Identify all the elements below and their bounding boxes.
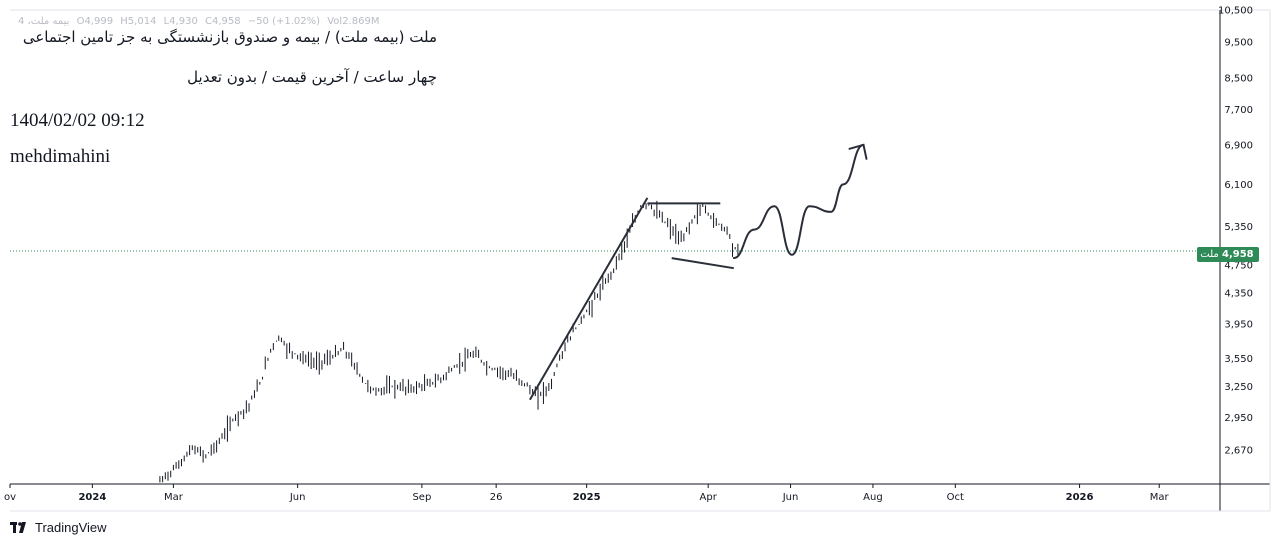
x-tick-label: Jun xyxy=(782,492,799,503)
tradingview-logo-icon xyxy=(10,522,26,533)
ohlc-readout: بیمه ملت، 4 O4,999 H5,014 L4,930 C4,958 … xyxy=(18,16,383,27)
x-tick-label: Apr xyxy=(700,492,718,503)
y-tick-label: 6,900 xyxy=(1224,140,1253,151)
y-tick-label: 3,950 xyxy=(1224,319,1253,330)
y-tick-label: 6,100 xyxy=(1224,180,1253,191)
y-tick-label: 7,700 xyxy=(1224,105,1253,116)
x-tick-label: Oct xyxy=(947,492,964,503)
y-axis: 10,500 9,500 8,500 7,700 6,900 6,100 5,350 4,75… xyxy=(1218,6,1253,457)
chart-title: ملت (بیمه ملت) / بیمه و صندوق بازنشستگی … xyxy=(22,28,437,46)
price-dot xyxy=(276,340,278,342)
x-axis: ov 2024 Mar Jun Sep 26 2025 Apr Jun Aug Oct 2026 Mar xyxy=(4,484,1170,503)
chart-author: mehdimahini xyxy=(10,146,111,167)
y-tick-label: 2,670 xyxy=(1224,445,1253,456)
price-dot xyxy=(578,323,580,325)
chart-subtitle: چهار ساعت / آخرین قیمت / بدون تعدیل xyxy=(187,68,437,86)
grid-layer xyxy=(10,9,1271,512)
y-tick-label: 10,500 xyxy=(1218,6,1253,17)
x-tick-label: 2025 xyxy=(573,492,601,503)
x-tick-label: Mar xyxy=(1150,492,1170,503)
ohlc-low: L4,930 xyxy=(163,16,198,27)
range-bottom-line xyxy=(671,257,734,270)
y-tick-label: 3,250 xyxy=(1224,382,1253,393)
ohlc-close: C4,958 xyxy=(205,16,241,27)
y-tick-label: 9,500 xyxy=(1224,38,1253,49)
y-tick-label: 8,500 xyxy=(1224,73,1253,84)
projection-path xyxy=(732,143,865,260)
current-price-value: 4,958 xyxy=(1222,249,1254,260)
annotation-layer xyxy=(529,143,868,401)
price-bars xyxy=(159,200,739,483)
brand-name: TradingView xyxy=(35,520,107,535)
y-tick-label: 4,750 xyxy=(1224,260,1253,271)
trend-line xyxy=(529,197,649,401)
x-tick-label: ov xyxy=(4,492,16,503)
ohlc-symbol: بیمه ملت، 4 xyxy=(18,16,70,27)
current-price-symbol: ملت xyxy=(1200,249,1219,260)
ohlc-open: O4,999 xyxy=(76,16,114,27)
y-tick-label: 2,950 xyxy=(1224,413,1253,424)
tradingview-brand[interactable]: TradingView xyxy=(10,520,107,535)
ohlc-high: H5,014 xyxy=(120,16,157,27)
x-tick-label: 2024 xyxy=(78,492,106,503)
price-dot xyxy=(365,382,367,384)
x-tick-label: Jun xyxy=(289,492,306,503)
x-tick-label: 26 xyxy=(490,492,503,503)
ohlc-change: −50 (+1.02%) xyxy=(247,16,321,27)
x-tick-label: Sep xyxy=(412,492,431,503)
x-tick-label: Mar xyxy=(164,492,184,503)
ohlc-volume: Vol2.869M xyxy=(327,16,380,27)
current-price-badge: ملت 4,958 xyxy=(1197,247,1259,262)
y-tick-label: 5,350 xyxy=(1224,222,1253,233)
projection-arrow-head xyxy=(848,143,868,160)
x-tick-label: 2026 xyxy=(1066,492,1094,503)
y-tick-label: 3,550 xyxy=(1224,354,1253,365)
y-tick-label: 4,350 xyxy=(1224,289,1253,300)
chart-datetime: 1404/02/02 09:12 xyxy=(10,110,145,131)
x-tick-label: Aug xyxy=(863,492,883,503)
